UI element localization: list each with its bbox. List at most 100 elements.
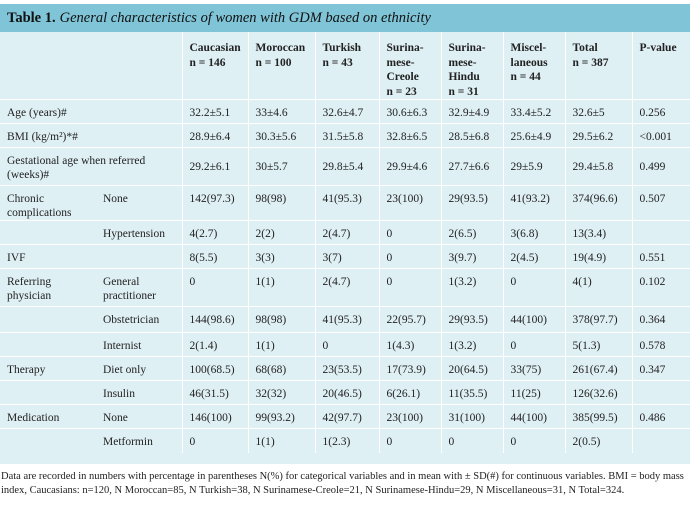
table-cell: 11(35.5) bbox=[440, 380, 503, 405]
table-cell: 41(93.2) bbox=[502, 185, 565, 221]
column-header: Turkish n = 43 bbox=[314, 32, 379, 100]
table-title: Table 1. General characteristics of wome… bbox=[0, 4, 690, 32]
table-cell: 385(99.5) bbox=[564, 404, 632, 429]
table-cell: 29(93.5) bbox=[440, 306, 503, 333]
row-sublabel: Internist bbox=[96, 332, 182, 357]
table-cell: 3(7) bbox=[314, 244, 379, 269]
table-cell: 44(100) bbox=[502, 306, 565, 333]
row-label: Medication bbox=[0, 404, 96, 429]
table-cell: 0 bbox=[378, 268, 441, 307]
table-cell: 0.256 bbox=[631, 99, 690, 124]
table-cell: 98(98) bbox=[247, 306, 315, 333]
row-label: Therapy bbox=[0, 356, 96, 381]
table-cell: 30.3±5.6 bbox=[247, 123, 315, 148]
table-row: Insulin 46(31.5) 32(32) 20(46.5) 6(26.1) 11(3… bbox=[0, 380, 690, 405]
table-cell: 0.364 bbox=[631, 306, 690, 333]
table-row: Gestational age when referred (weeks)# 29… bbox=[0, 147, 690, 186]
table-cell: 3(9.7) bbox=[440, 244, 503, 269]
table-cell: 32.9±4.9 bbox=[440, 99, 503, 124]
table-cell: 41(95.3) bbox=[314, 306, 379, 333]
table-cell: 33.4±5.2 bbox=[502, 99, 565, 124]
table-cell: 0 bbox=[378, 220, 441, 245]
table-cell: 0 bbox=[181, 268, 248, 307]
table-cell: 29.2±6.1 bbox=[181, 147, 248, 186]
table-cell: 29.5±6.2 bbox=[564, 123, 632, 148]
row-sublabel: Insulin bbox=[96, 380, 182, 405]
table-row: Internist 2(1.4) 1(1) 0 1(4.3) 1(3.2) 0 5(1.3) 0… bbox=[0, 332, 690, 357]
table-cell: 0 bbox=[440, 428, 503, 453]
row-sublabel bbox=[96, 123, 182, 148]
row-label bbox=[0, 428, 96, 453]
table-cell: 0.347 bbox=[631, 356, 690, 381]
row-label: Gestational age when referred (weeks)# bbox=[0, 147, 182, 186]
table-cell: 0 bbox=[378, 244, 441, 269]
table-title-label: Table 1. bbox=[7, 9, 56, 26]
table-container: Caucasian n = 146 Moroccan n = 100 Turkish… bbox=[0, 32, 690, 464]
table-cell: 0.578 bbox=[631, 332, 690, 357]
row-sublabel: None bbox=[96, 185, 182, 221]
table-cell: 30±5.7 bbox=[247, 147, 315, 186]
table-cell: 99(93.2) bbox=[247, 404, 315, 429]
column-header: P-value bbox=[631, 32, 690, 100]
table-row: Medication None 146(100) 99(93.2) 42(97.7) 23… bbox=[0, 404, 690, 429]
table-cell bbox=[631, 220, 690, 245]
table-cell: 33±4.6 bbox=[247, 99, 315, 124]
table-cell: 1(3.2) bbox=[440, 332, 503, 357]
table-cell: 25.6±4.9 bbox=[502, 123, 565, 148]
table-cell: 0 bbox=[378, 428, 441, 453]
table-cell: 23(53.5) bbox=[314, 356, 379, 381]
row-label: Age (years)# bbox=[0, 99, 96, 124]
table-cell: 32(32) bbox=[247, 380, 315, 405]
table-cell: <0.001 bbox=[631, 123, 690, 148]
table-cell: 13(3.4) bbox=[564, 220, 632, 245]
table-cell: 3(6.8) bbox=[502, 220, 565, 245]
table-cell: 1(4.3) bbox=[378, 332, 441, 357]
table-cell: 1(1) bbox=[247, 268, 315, 307]
row-label bbox=[0, 220, 96, 245]
characteristics-table: Caucasian n = 146 Moroccan n = 100 Turkish… bbox=[0, 32, 690, 453]
table-cell: 28.9±6.4 bbox=[181, 123, 248, 148]
row-sublabel: Hypertension bbox=[96, 220, 182, 245]
table-cell: 22(95.7) bbox=[378, 306, 441, 333]
table-cell: 32.8±6.5 bbox=[378, 123, 441, 148]
table-row: Therapy Diet only 100(68.5) 68(68) 23(53.5) 1… bbox=[0, 356, 690, 381]
row-sublabel bbox=[96, 244, 182, 269]
table-cell: 1(1) bbox=[247, 428, 315, 453]
table-cell: 41(95.3) bbox=[314, 185, 379, 221]
table-cell: 17(73.9) bbox=[378, 356, 441, 381]
table-cell: 29(93.5) bbox=[440, 185, 503, 221]
table-cell: 29.8±5.4 bbox=[314, 147, 379, 186]
table-row: Hypertension 4(2.7) 2(2) 2(4.7) 0 2(6.5) 3(6.8… bbox=[0, 220, 690, 245]
table-row: Age (years)# 32.2±5.1 33±4.6 32.6±4.7 30.6±6… bbox=[0, 99, 690, 124]
row-label bbox=[0, 380, 96, 405]
row-label: Chronic complications bbox=[0, 185, 96, 221]
table-cell: 31.5±5.8 bbox=[314, 123, 379, 148]
row-label bbox=[0, 332, 96, 357]
row-label: IVF bbox=[0, 244, 96, 269]
table-cell: 378(97.7) bbox=[564, 306, 632, 333]
row-label bbox=[0, 306, 96, 333]
table-cell: 2(4.7) bbox=[314, 220, 379, 245]
table-cell: 3(3) bbox=[247, 244, 315, 269]
table-cell: 2(4.5) bbox=[502, 244, 565, 269]
table-cell: 32.6±5 bbox=[564, 99, 632, 124]
table-cell: 0.551 bbox=[631, 244, 690, 269]
table-cell: 1(1) bbox=[247, 332, 315, 357]
table-cell: 1(3.2) bbox=[440, 268, 503, 307]
column-header: Surina- mese- Hindu n = 31 bbox=[440, 32, 503, 100]
table-cell: 23(100) bbox=[378, 404, 441, 429]
column-header: Moroccan n = 100 bbox=[247, 32, 315, 100]
table-cell: 100(68.5) bbox=[181, 356, 248, 381]
table-cell: 0 bbox=[502, 332, 565, 357]
column-header: Surina- mese- Creole n = 23 bbox=[378, 32, 441, 100]
table-cell: 0 bbox=[314, 332, 379, 357]
table-cell: 2(6.5) bbox=[440, 220, 503, 245]
row-label: BMI (kg/m²)*# bbox=[0, 123, 96, 148]
table-cell: 33(75) bbox=[502, 356, 565, 381]
header-row: Caucasian n = 146 Moroccan n = 100 Turkish… bbox=[0, 32, 690, 100]
row-sublabel: Diet only bbox=[96, 356, 182, 381]
table-cell: 27.7±6.6 bbox=[440, 147, 503, 186]
header-empty-label bbox=[0, 32, 96, 100]
table-cell bbox=[631, 428, 690, 453]
table-row: Obstetrician 144(98.6) 98(98) 41(95.3) 22(95… bbox=[0, 306, 690, 333]
